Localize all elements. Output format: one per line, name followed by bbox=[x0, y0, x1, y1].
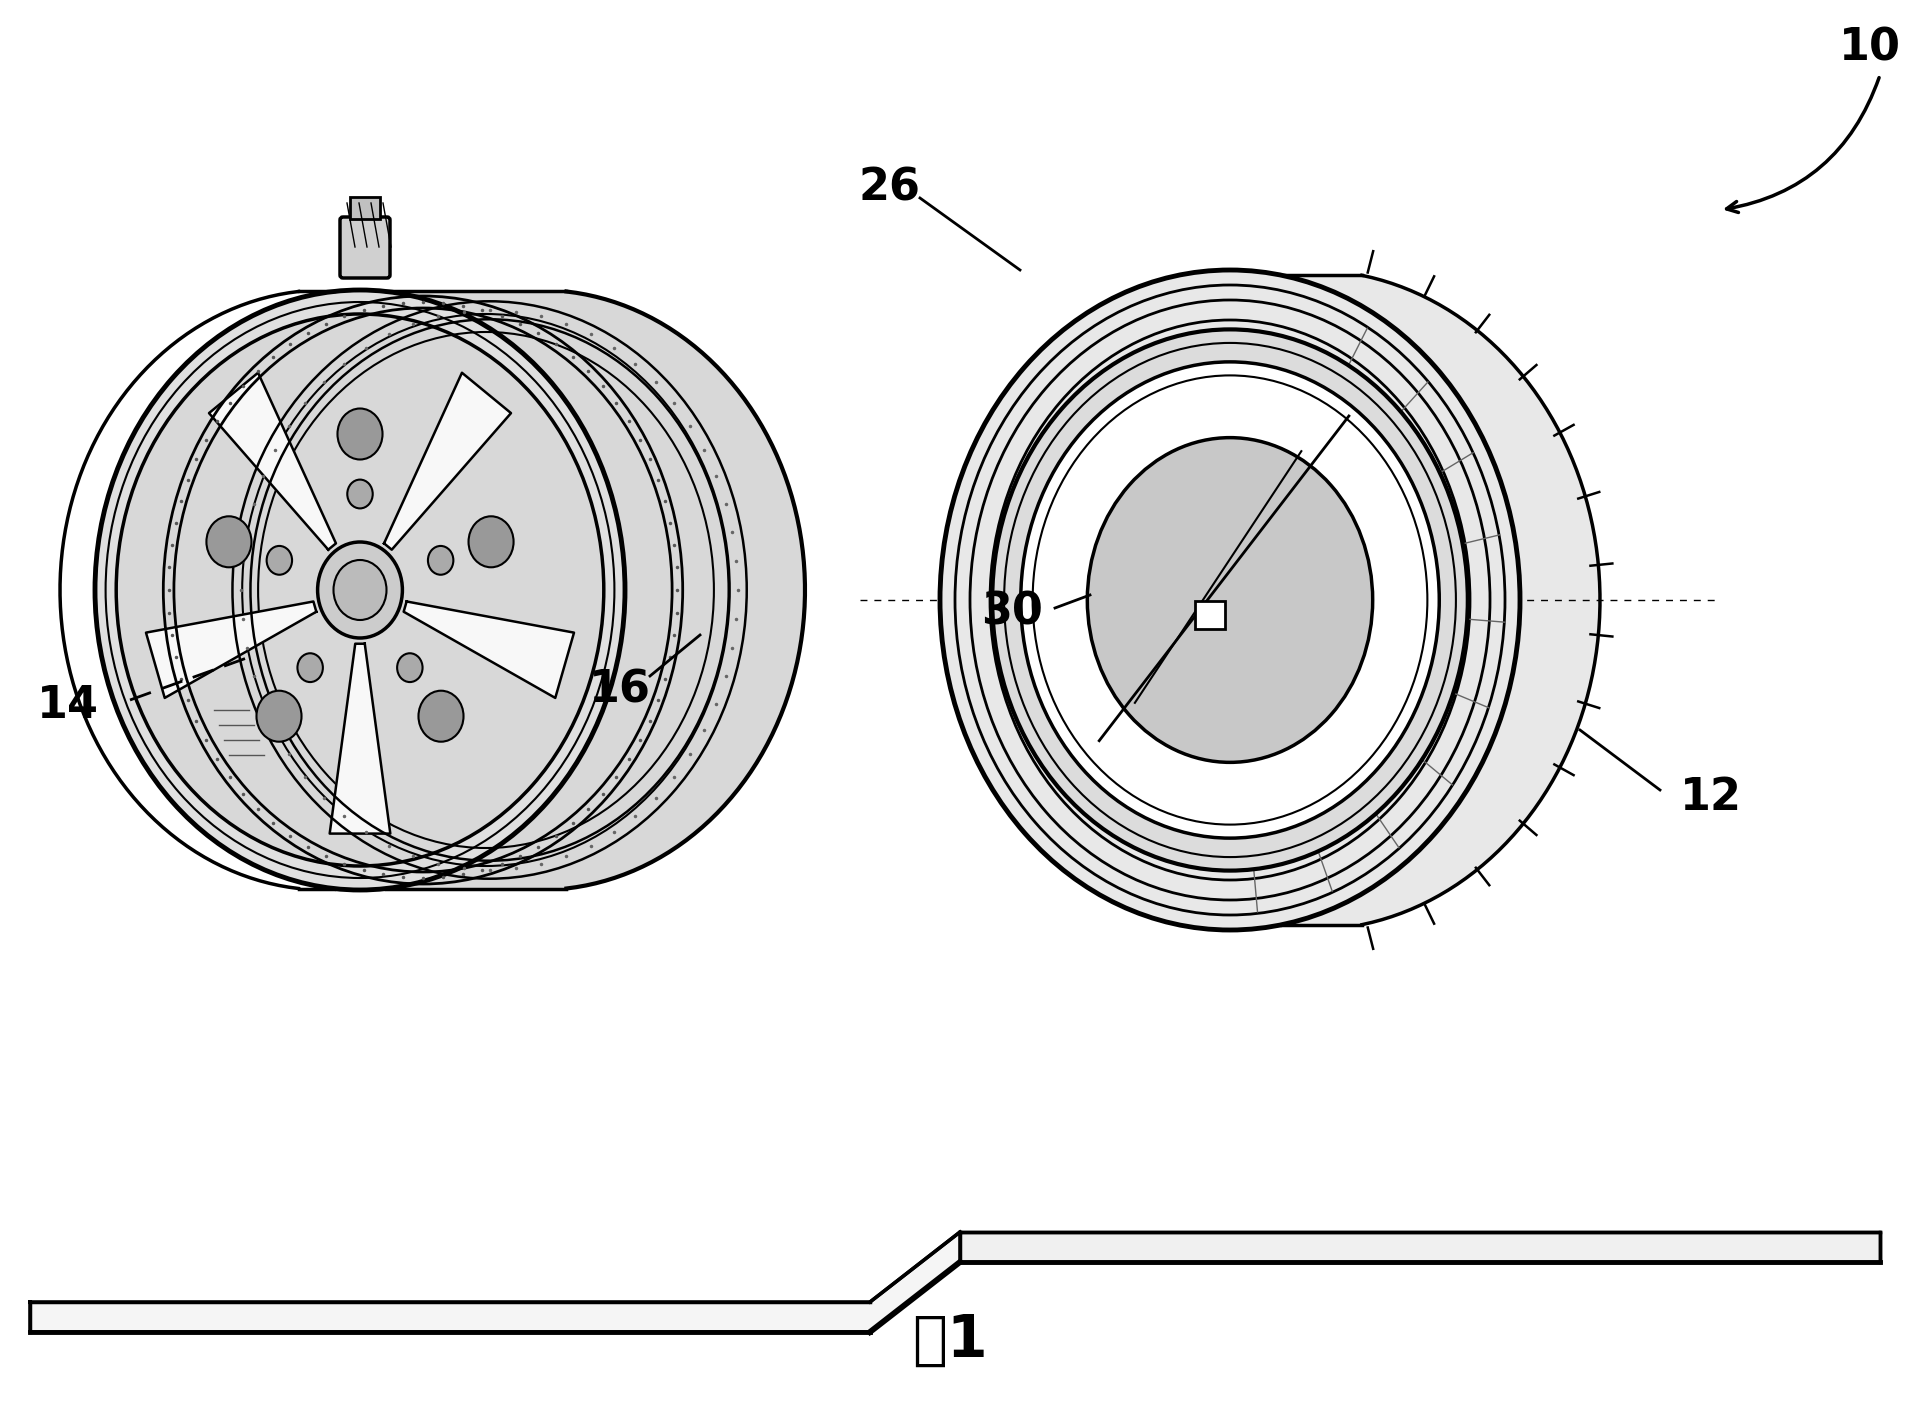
Ellipse shape bbox=[266, 546, 293, 574]
Ellipse shape bbox=[256, 691, 302, 742]
Polygon shape bbox=[386, 292, 805, 889]
Ellipse shape bbox=[941, 270, 1520, 930]
Ellipse shape bbox=[1021, 361, 1440, 838]
Polygon shape bbox=[31, 1231, 960, 1332]
Polygon shape bbox=[403, 602, 574, 698]
Ellipse shape bbox=[317, 542, 402, 638]
Polygon shape bbox=[384, 373, 511, 550]
Polygon shape bbox=[329, 644, 390, 833]
Bar bbox=[1195, 602, 1226, 629]
Polygon shape bbox=[145, 602, 315, 698]
Text: 30: 30 bbox=[981, 590, 1042, 633]
Ellipse shape bbox=[333, 560, 386, 620]
FancyBboxPatch shape bbox=[340, 218, 390, 277]
Ellipse shape bbox=[468, 516, 514, 567]
Ellipse shape bbox=[117, 314, 604, 866]
Bar bbox=[350, 198, 380, 219]
FancyArrowPatch shape bbox=[1727, 78, 1879, 212]
Ellipse shape bbox=[1071, 418, 1390, 782]
Text: 14: 14 bbox=[36, 684, 99, 728]
Ellipse shape bbox=[96, 290, 625, 890]
Text: 16: 16 bbox=[589, 668, 650, 711]
Ellipse shape bbox=[338, 408, 382, 459]
Ellipse shape bbox=[298, 653, 323, 683]
Text: 图1: 图1 bbox=[912, 1311, 989, 1368]
Polygon shape bbox=[960, 1231, 1879, 1261]
Text: 12: 12 bbox=[1681, 776, 1742, 819]
Ellipse shape bbox=[206, 516, 252, 567]
Ellipse shape bbox=[398, 653, 423, 683]
Ellipse shape bbox=[428, 546, 453, 574]
Ellipse shape bbox=[419, 691, 463, 742]
Text: 26: 26 bbox=[858, 166, 922, 209]
Ellipse shape bbox=[1088, 438, 1373, 762]
Polygon shape bbox=[1281, 276, 1600, 924]
Ellipse shape bbox=[992, 330, 1468, 870]
Polygon shape bbox=[208, 373, 337, 550]
Text: 10: 10 bbox=[1839, 27, 1901, 70]
Ellipse shape bbox=[348, 479, 373, 509]
